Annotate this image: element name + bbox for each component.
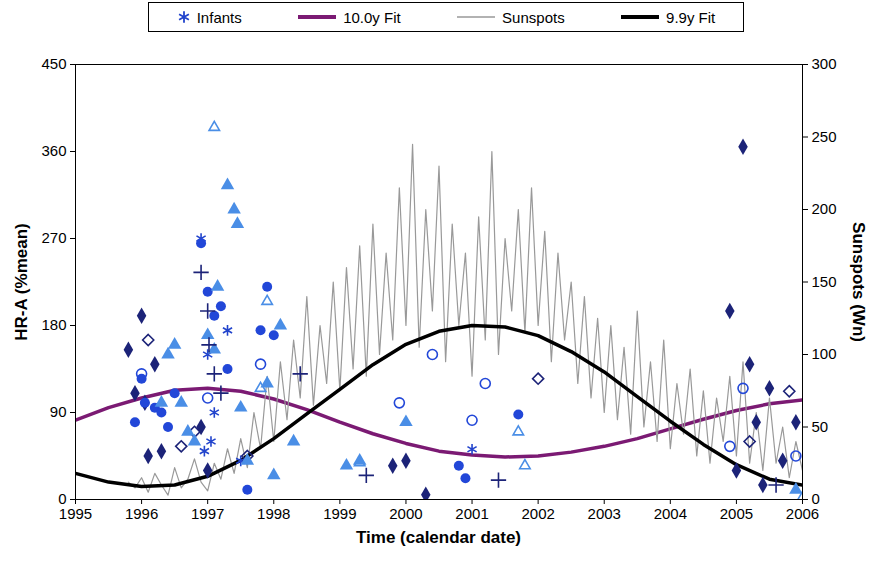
html-text:10.0y Fit: 10.0y Fit	[343, 8, 401, 26]
svg-text:0: 0	[58, 490, 66, 507]
html-text:9.9y Fit: 9.9y Fit	[666, 8, 716, 26]
svg-text:2003: 2003	[588, 505, 621, 522]
svg-text:1995: 1995	[59, 505, 92, 522]
svg-text:2000: 2000	[389, 505, 422, 522]
svg-text:300: 300	[812, 55, 837, 72]
svg-text:200: 200	[812, 200, 837, 217]
svg-text:360: 360	[41, 142, 66, 159]
svg-text:50: 50	[812, 418, 829, 435]
html-text:HR-A (%mean): HR-A (%mean)	[12, 222, 31, 341]
svg-text:2005: 2005	[720, 505, 753, 522]
svg-text:250: 250	[812, 128, 837, 145]
svg-text:2001: 2001	[455, 505, 488, 522]
svg-text:100: 100	[812, 345, 837, 362]
svg-text:1998: 1998	[257, 505, 290, 522]
html-text:Time (calendar date): Time (calendar date)	[356, 528, 521, 547]
svg-text:1996: 1996	[125, 505, 158, 522]
svg-text:270: 270	[41, 229, 66, 246]
html-text:Sunspots (Wn): Sunspots (Wn)	[849, 221, 868, 342]
svg-text:90: 90	[50, 403, 67, 420]
svg-text:450: 450	[41, 55, 66, 72]
svg-text:2002: 2002	[521, 505, 554, 522]
svg-text:150: 150	[812, 273, 837, 290]
svg-text:1999: 1999	[323, 505, 356, 522]
html-text:Sunspots: Sunspots	[502, 8, 565, 26]
svg-text:2004: 2004	[654, 505, 687, 522]
html-text:Infants: Infants	[196, 8, 242, 26]
svg-text:180: 180	[41, 316, 66, 333]
svg-text:0: 0	[812, 490, 820, 507]
svg-text:1997: 1997	[191, 505, 224, 522]
svg-text:2006: 2006	[786, 505, 819, 522]
